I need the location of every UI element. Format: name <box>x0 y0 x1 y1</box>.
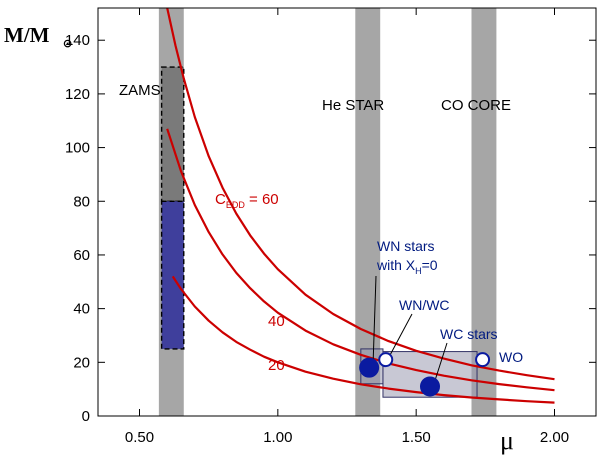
c-edd-symbol: C <box>215 191 226 208</box>
curve-40-label: 40 <box>268 313 285 330</box>
y-tick-label: 80 <box>73 193 90 210</box>
c-edd-value: = 60 <box>245 191 279 208</box>
y-axis-title-subscript: ⊙ <box>63 38 72 50</box>
data-point-3 <box>420 376 440 397</box>
curve-c-edd-40 <box>166 128 555 392</box>
curve-20-label: 20 <box>268 357 285 374</box>
wn-suffix: =0 <box>422 257 438 273</box>
x-tick-label: 1.50 <box>402 429 431 446</box>
points-layer <box>359 352 491 397</box>
y-tick-label: 120 <box>65 86 90 103</box>
x-tick-label: 2.00 <box>540 429 569 446</box>
c-edd-60-label: CEDD = 60 <box>215 191 279 210</box>
wc-stars-label: WC stars <box>440 326 498 342</box>
y-tick-label: 100 <box>65 140 90 157</box>
y-tick-label: 60 <box>73 247 90 264</box>
wn-prefix: with X <box>376 257 416 273</box>
zams-box-upper <box>160 66 185 202</box>
x-axis-title: μ <box>500 426 514 455</box>
curve-c-edd-20 <box>171 275 555 404</box>
data-point-2 <box>378 352 394 368</box>
c-edd-subscript: EDD <box>226 200 246 210</box>
plot-frame <box>97 7 597 417</box>
leader-wc-stars <box>434 342 448 381</box>
x-tick-label: 1.00 <box>263 429 292 446</box>
ticks-layer: 0.50 1.00 1.50 2.00 0 20 40 60 80 100 120 140 <box>65 8 596 446</box>
wn-stars-label-line2: with XH=0 <box>376 257 438 276</box>
zams-box-lower <box>160 200 185 350</box>
leaders-layer <box>372 275 448 381</box>
leader-wn-wc <box>389 313 413 356</box>
y-tick-label: 20 <box>73 354 90 371</box>
curves-layer <box>166 7 555 404</box>
y-tick-label: 40 <box>73 301 90 318</box>
wn-wc-label: WN/WC <box>399 297 450 313</box>
band-he-star <box>355 8 381 416</box>
band-co-core <box>471 8 497 416</box>
boxes-layer <box>160 66 478 398</box>
curve-c-edd-60 <box>166 7 555 381</box>
data-point-4 <box>475 352 491 368</box>
zams-label: ZAMS <box>119 82 161 99</box>
co-core-label: CO CORE <box>441 97 511 114</box>
he-star-label: He STAR <box>322 97 384 114</box>
y-tick-label: 0 <box>82 408 90 425</box>
y-tick-label: 140 <box>65 32 90 49</box>
y-axis-title: M/M <box>4 23 50 47</box>
wn-stars-label-line1: WN stars <box>377 238 435 254</box>
data-point-1 <box>359 357 380 378</box>
wo-label: WO <box>499 349 523 365</box>
x-tick-label: 0.50 <box>125 429 154 446</box>
leader-wn-stars <box>372 275 377 362</box>
wn-subscript: H <box>415 266 422 276</box>
